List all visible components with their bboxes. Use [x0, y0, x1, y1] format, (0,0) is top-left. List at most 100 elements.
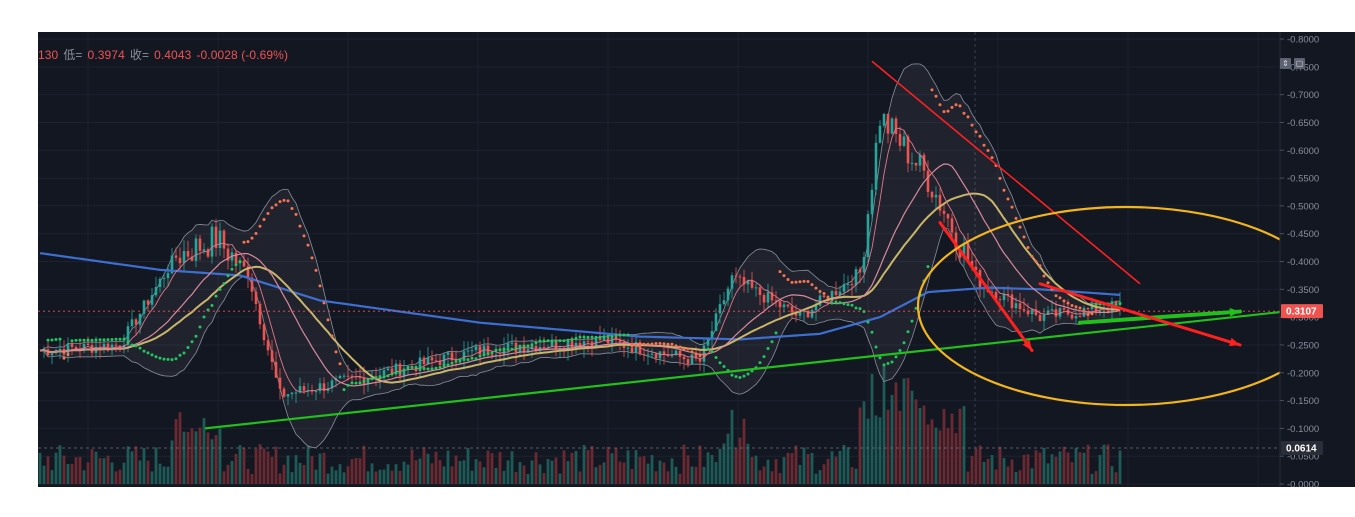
- candle: [670, 354, 674, 357]
- candle: [386, 368, 390, 371]
- candle: [910, 162, 914, 164]
- candle: [746, 280, 750, 285]
- candle: [838, 291, 842, 296]
- volume-bar: [798, 464, 802, 484]
- volume-bar: [698, 445, 702, 484]
- candle: [526, 349, 530, 353]
- candle: [1010, 294, 1014, 309]
- candle: [450, 352, 454, 361]
- volume-bar: [342, 472, 346, 484]
- y-tick-label: -0.1000: [1287, 424, 1319, 435]
- volume-bar: [650, 455, 654, 484]
- y-tick-label: -0.5500: [1287, 174, 1319, 185]
- volume-bar: [870, 374, 874, 484]
- volume-bar: [770, 471, 774, 484]
- candle: [82, 343, 86, 351]
- candle: [554, 339, 558, 349]
- volume-bar: [54, 452, 58, 484]
- volume-bar: [614, 447, 618, 484]
- candle: [438, 361, 442, 365]
- candle: [182, 251, 186, 264]
- volume-bar: [90, 449, 94, 484]
- volume-bar: [298, 462, 302, 484]
- candle: [994, 291, 998, 300]
- volume-bar: [606, 446, 610, 484]
- candle: [1018, 303, 1022, 310]
- candle: [342, 375, 346, 377]
- candle: [786, 304, 790, 307]
- candle: [122, 344, 126, 350]
- y-tick-label: -0.7000: [1287, 90, 1319, 101]
- candle: [882, 113, 886, 126]
- volume-bar: [626, 450, 630, 484]
- support-trendline[interactable]: [204, 310, 1286, 430]
- y-tick-label: -0.8000: [1287, 35, 1319, 46]
- volume-bar: [110, 462, 114, 484]
- volume-bar: [434, 451, 438, 484]
- chart-panel[interactable]: -0.8000-0.7500-0.7000-0.6500-0.6000-0.55…: [38, 32, 1355, 487]
- volume-bar: [638, 456, 642, 484]
- volume-bar: [194, 431, 198, 484]
- volume-bar: [1002, 458, 1006, 484]
- candle: [266, 340, 270, 351]
- volume-bar: [166, 466, 170, 484]
- volume-bar: [774, 459, 778, 484]
- volume-bar: [778, 473, 782, 484]
- volume-bar: [218, 428, 222, 484]
- volume-bar: [58, 445, 62, 484]
- candle: [70, 343, 74, 348]
- volume-bar: [930, 419, 934, 484]
- volume-bar: [490, 453, 494, 484]
- candle: [854, 269, 858, 286]
- candle: [574, 342, 578, 348]
- candle: [478, 346, 482, 355]
- volume-bar: [222, 471, 226, 484]
- volume-bar: [558, 473, 562, 484]
- volume-bar: [758, 470, 762, 484]
- volume-bar: [386, 464, 390, 484]
- candle: [778, 301, 782, 308]
- volume-bar: [482, 467, 486, 484]
- candle: [270, 350, 274, 362]
- candle: [222, 230, 226, 249]
- volume-bar: [634, 450, 638, 484]
- candle: [742, 277, 746, 285]
- pane-resize-button[interactable]: ⇕: [1280, 58, 1291, 69]
- candle: [510, 342, 514, 344]
- volume-bar: [850, 467, 854, 484]
- candle: [322, 383, 326, 391]
- volume-bar: [694, 466, 698, 484]
- candle: [958, 250, 962, 258]
- volume-bar: [310, 456, 314, 484]
- volume-bar: [250, 473, 254, 484]
- candle: [898, 133, 902, 146]
- volume-bar: [518, 462, 522, 484]
- volume-bar: [590, 446, 594, 484]
- volume-bar: [898, 410, 902, 484]
- volume-bar: [234, 453, 238, 484]
- candle: [858, 269, 862, 273]
- volume-bar: [510, 451, 514, 484]
- volume-bar: [502, 470, 506, 484]
- candle: [906, 136, 910, 164]
- volume-bar: [1102, 444, 1106, 484]
- volume-bar: [586, 450, 590, 484]
- volume-bar: [958, 408, 962, 484]
- candle: [286, 394, 290, 397]
- candle: [1058, 308, 1062, 317]
- candle: [298, 386, 302, 393]
- candle: [594, 336, 598, 347]
- pane-maximize-button[interactable]: ▢: [1294, 58, 1305, 69]
- candle: [50, 353, 54, 356]
- candle: [1054, 309, 1058, 317]
- price-axis[interactable]: -0.8000-0.7500-0.7000-0.6500-0.6000-0.55…: [1279, 32, 1355, 487]
- volume-bar: [670, 458, 674, 484]
- volume-bar: [906, 377, 910, 484]
- volume-bar: [414, 460, 418, 484]
- volume-bar: [498, 452, 502, 484]
- price-chart[interactable]: -0.8000-0.7500-0.7000-0.6500-0.6000-0.55…: [38, 32, 1355, 487]
- volume-bar: [186, 431, 190, 484]
- candle: [86, 343, 90, 345]
- volume-bar: [542, 473, 546, 484]
- candle: [926, 170, 930, 192]
